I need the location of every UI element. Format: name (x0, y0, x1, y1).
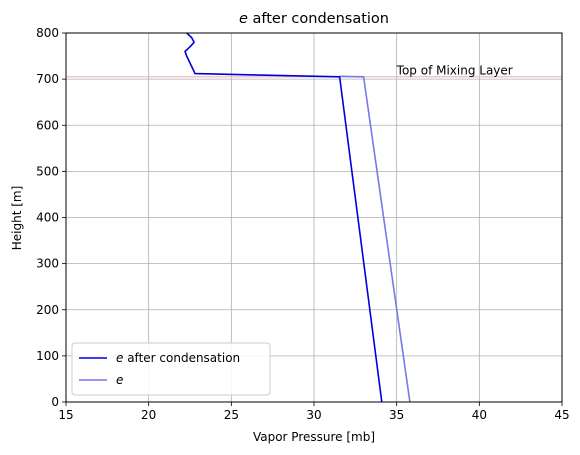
y-tick-label: 800 (36, 26, 59, 40)
y-tick-label: 300 (36, 257, 59, 271)
legend-label-1-var: e (116, 373, 123, 387)
x-tick-label: 45 (554, 408, 569, 422)
chart-title: e after condensation (239, 11, 389, 27)
series-line-0 (184, 32, 383, 403)
series-line-1 (339, 75, 411, 403)
y-axis-title: Height [m] (10, 186, 24, 251)
y-tick-label: 200 (36, 303, 59, 317)
x-axis-ticks: 15 20 25 30 35 40 45 (58, 402, 570, 422)
chart-title-rest: after condensation (248, 11, 389, 27)
x-tick-label: 25 (224, 408, 239, 422)
x-tick-label: 15 (58, 408, 73, 422)
y-tick-label: 100 (36, 349, 59, 363)
y-tick-label: 500 (36, 164, 59, 178)
chart-title-var: e (239, 11, 248, 27)
y-axis-ticks: 0 100 200 300 400 500 600 700 800 (36, 26, 66, 409)
series-group (184, 32, 411, 403)
legend-label-e: e (116, 373, 123, 387)
y-tick-label: 700 (36, 72, 59, 86)
x-axis-title: Vapor Pressure [mb] (253, 430, 375, 444)
legend-box (71, 342, 271, 396)
y-tick-label: 600 (36, 118, 59, 132)
x-tick-label: 20 (141, 408, 156, 422)
mixing-layer-annotation: Top of Mixing Layer (396, 64, 513, 78)
y-tick-label: 0 (51, 395, 59, 409)
legend-label-0-rest: after condensation (123, 351, 240, 365)
x-tick-label: 40 (472, 408, 487, 422)
x-tick-label: 35 (389, 408, 404, 422)
x-tick-label: 30 (306, 408, 321, 422)
legend-label-e-after-condensation: e after condensation (116, 351, 240, 365)
legend: e after condensation e (71, 342, 271, 396)
y-tick-label: 400 (36, 211, 59, 225)
legend-label-0-var: e (116, 351, 123, 365)
